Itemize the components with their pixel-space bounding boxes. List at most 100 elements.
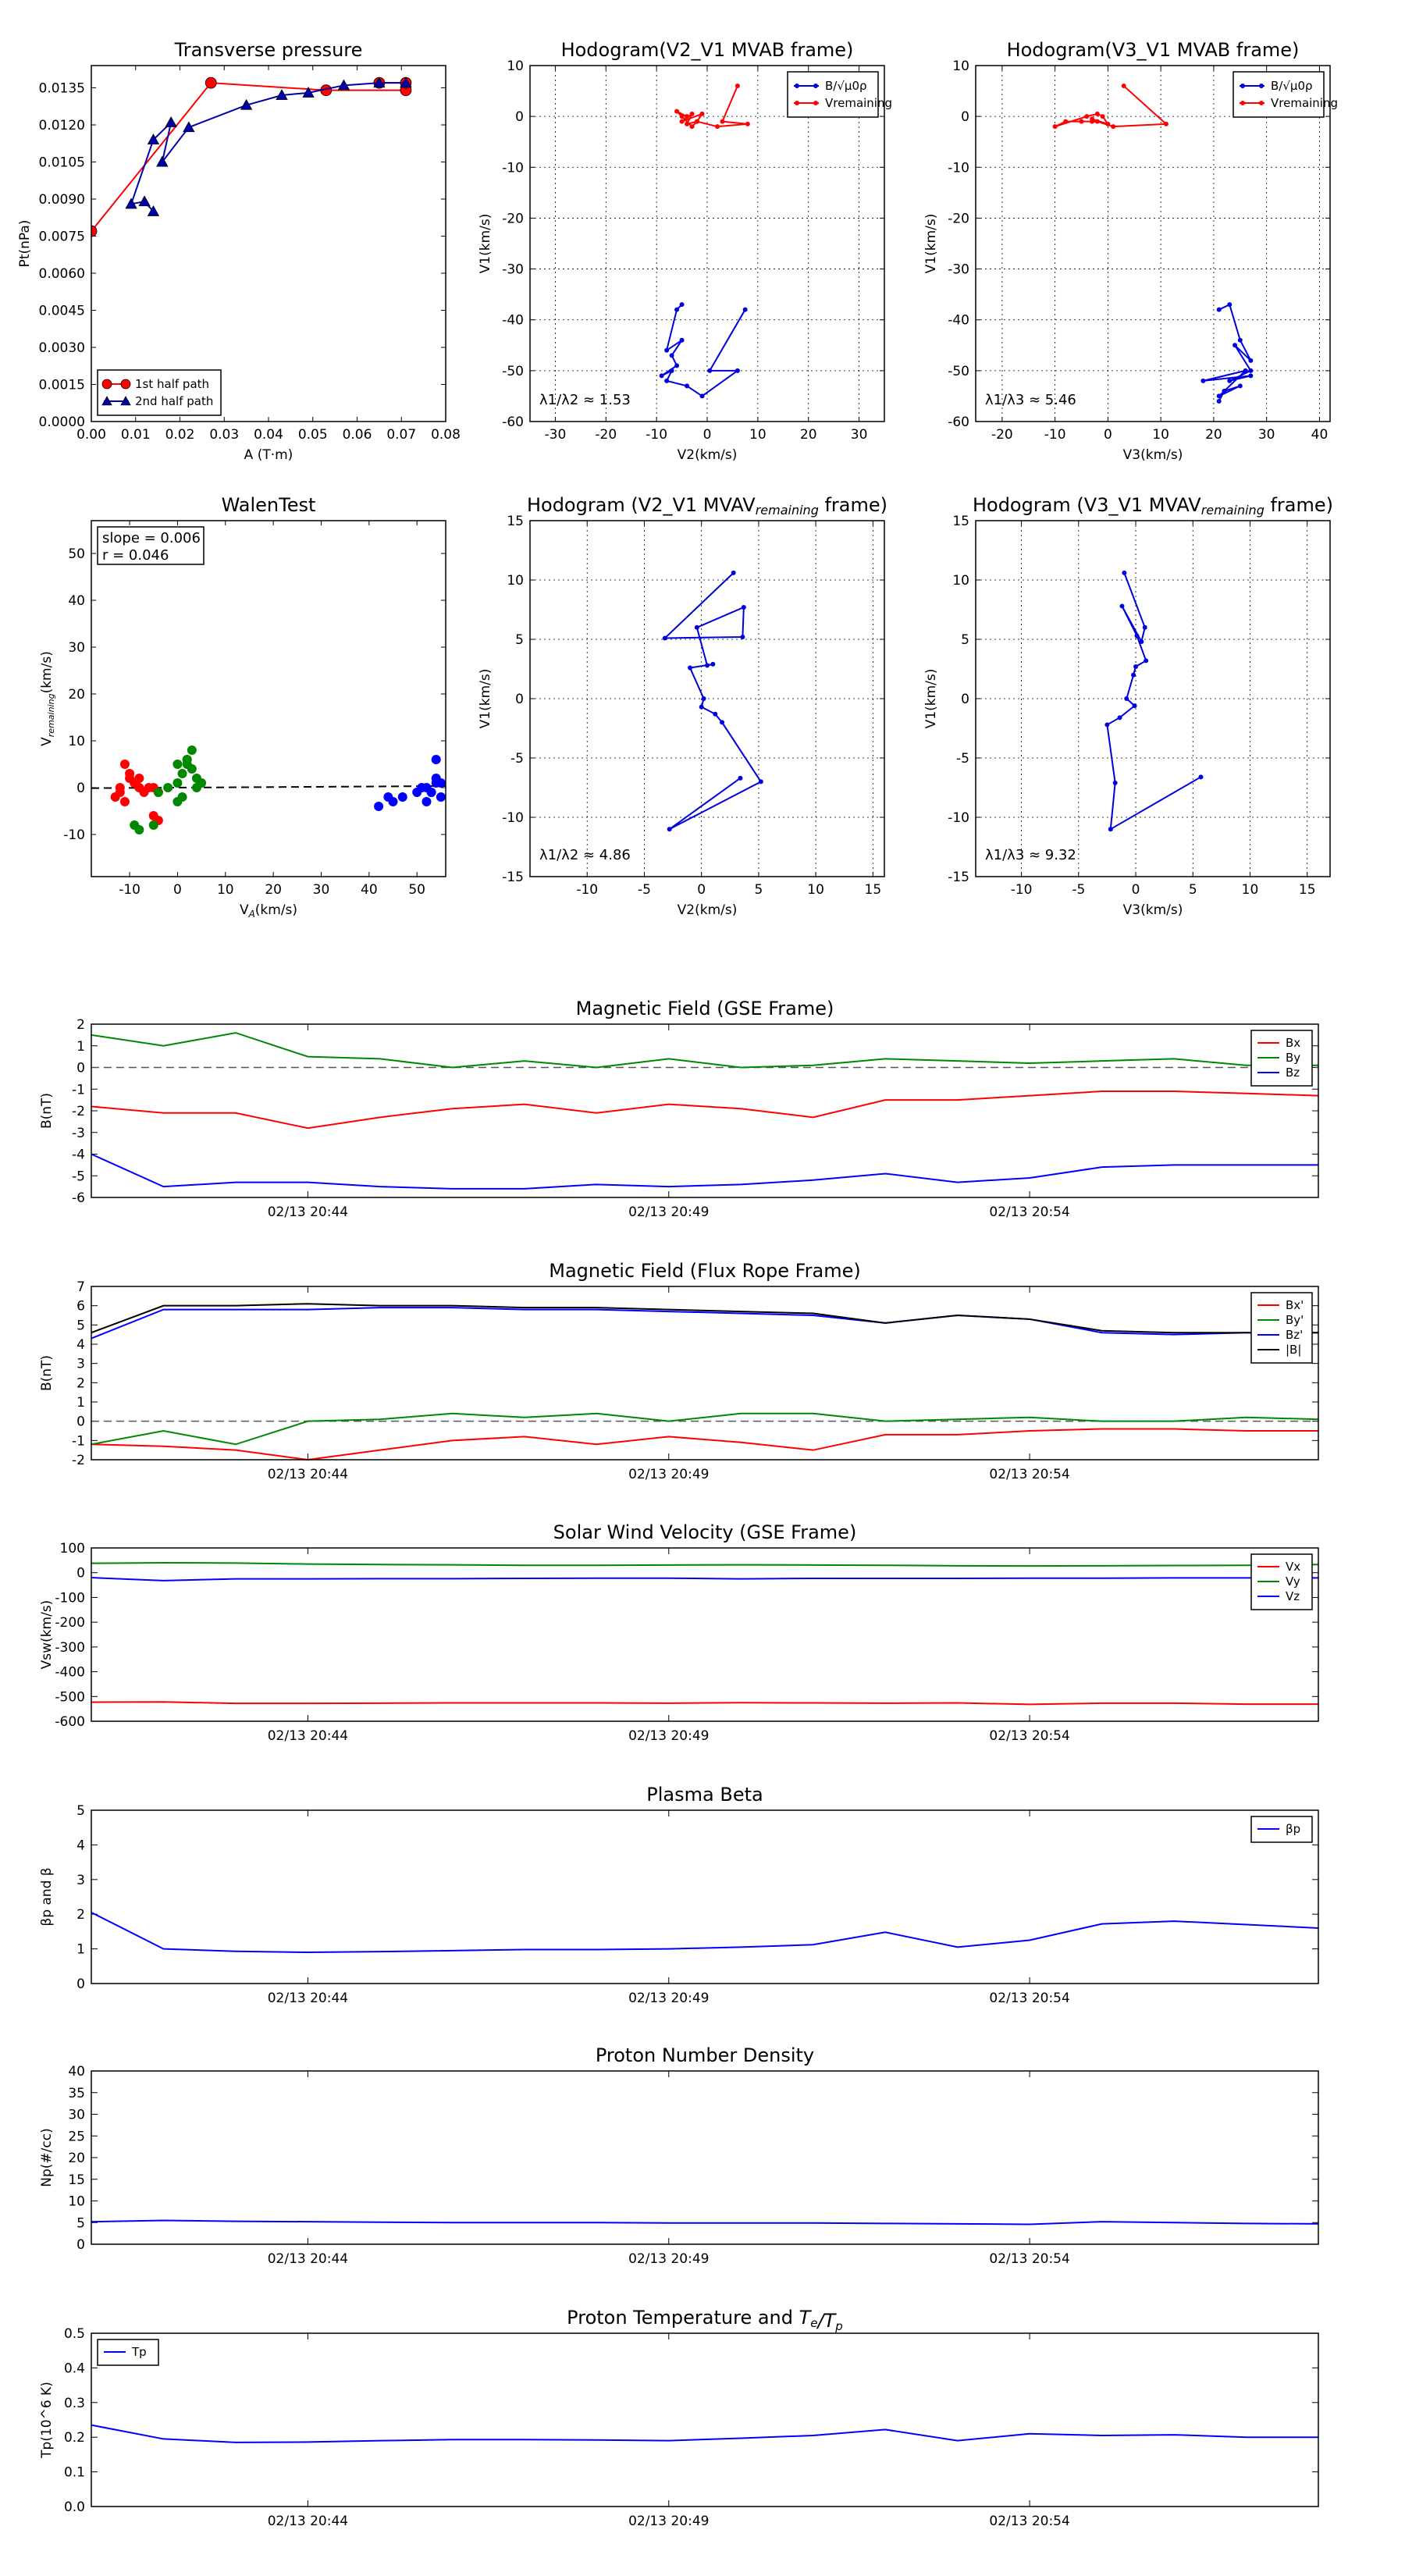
- data-point: [422, 783, 432, 792]
- x-tick-label: 15: [1299, 882, 1316, 898]
- data-point: [667, 827, 672, 832]
- fit-line: [91, 785, 446, 789]
- x-tick-label: 0.01: [121, 427, 151, 443]
- data-point: [337, 79, 350, 91]
- series-group: [659, 84, 750, 399]
- legend-label: Tp: [131, 2345, 147, 2359]
- y-tick-label: -2: [72, 1104, 85, 1119]
- legend-label: Bx: [1286, 1036, 1300, 1050]
- y-tick-label: -20: [502, 211, 524, 226]
- y-tick-label: -300: [55, 1640, 85, 1656]
- x-tick-label: 20: [800, 427, 817, 443]
- y-tick-label: -500: [55, 1689, 85, 1705]
- data-point: [659, 373, 664, 379]
- plot-frame: [975, 65, 1331, 422]
- legend-label: 1st half path: [135, 377, 209, 391]
- y-tick-label: 2: [76, 1375, 85, 1391]
- y-tick-label: 30: [68, 2108, 85, 2123]
- data-point: [664, 378, 670, 383]
- chart-h4: -10 -5 0 5 10 15 -15 -10 -5 0 5 10 15 Hodogram (V3_V1…: [923, 494, 1333, 918]
- x-tick-label: 0.00: [76, 427, 106, 443]
- y-tick-label: 3: [76, 1873, 85, 1888]
- x-tick-label: 10: [217, 882, 234, 898]
- y-tick-label: 10: [68, 734, 85, 749]
- data-point: [436, 792, 446, 802]
- x-tick-label: 0.08: [431, 427, 461, 443]
- x-tick-label: 02/13 20:44: [268, 1467, 348, 1482]
- y-tick-label: 0: [76, 1061, 85, 1076]
- legend-label: B/√μ0ρ: [1271, 79, 1313, 93]
- data-point: [738, 775, 743, 781]
- chart-title: Hodogram (V3_V1 MVAVremaining frame): [973, 494, 1333, 518]
- series-group: [662, 570, 763, 832]
- series-line-1: [130, 82, 406, 212]
- y-tick-label: 50: [68, 546, 85, 562]
- legend-label: Bz: [1286, 1066, 1300, 1080]
- legend-marker: [813, 101, 818, 105]
- x-tick-label: -10: [1044, 427, 1066, 443]
- x-tick-label: 0.04: [254, 427, 283, 443]
- legend-label: βp: [1286, 1822, 1300, 1836]
- x-tick-label: 15: [865, 882, 882, 898]
- legend-marker: [1240, 84, 1245, 88]
- data-point: [373, 76, 386, 88]
- data-point: [276, 89, 288, 100]
- data-point: [125, 769, 135, 778]
- data-point: [177, 769, 187, 778]
- data-point: [1063, 119, 1069, 124]
- x-axis-label: V2(km/s): [678, 902, 738, 918]
- x-tick-label: 20: [1205, 427, 1222, 443]
- y-tick-label: -1: [72, 1082, 85, 1098]
- x-tick-label: 02/13 20:49: [628, 2514, 709, 2529]
- y-tick-label: -6: [72, 1190, 85, 1206]
- y-tick-label: 0.4: [64, 2361, 85, 2376]
- data-point: [701, 696, 706, 701]
- y-tick-label: -4: [72, 1147, 85, 1163]
- y-tick-label: -200: [55, 1615, 85, 1631]
- legend-label: Vremaining: [825, 96, 892, 110]
- y-tick-label: 10: [507, 573, 524, 589]
- plot-frame: [91, 2070, 1319, 2245]
- y-tick-label: -60: [948, 415, 969, 430]
- y-axis-label: Vsw(km/s): [39, 1600, 55, 1670]
- data-point: [147, 133, 160, 145]
- data-point: [147, 205, 160, 216]
- y-axis-label: Vremaining(km/s): [39, 651, 56, 746]
- plot-frame: [91, 65, 446, 422]
- x-tick-label: 30: [313, 882, 330, 898]
- data-point: [669, 353, 674, 358]
- chart-title: Plasma Beta: [646, 1784, 763, 1806]
- series-group: [1104, 570, 1204, 832]
- data-point: [664, 347, 670, 353]
- series-line-0: [1106, 572, 1202, 831]
- x-tick-label: -10: [646, 427, 667, 443]
- y-tick-label: 15: [68, 2172, 85, 2188]
- y-tick-label: 10: [68, 2194, 85, 2210]
- data-point: [1139, 639, 1144, 645]
- chart-title: Proton Number Density: [596, 2044, 814, 2066]
- y-tick-label: 0: [76, 1414, 85, 1430]
- data-point: [125, 197, 137, 209]
- x-tick-label: -20: [595, 427, 617, 443]
- data-point: [1108, 827, 1113, 832]
- legend-label: Vy: [1286, 1574, 1300, 1589]
- data-point: [1216, 398, 1222, 404]
- data-point: [1144, 658, 1149, 664]
- legend-label: Bz': [1286, 1328, 1303, 1342]
- y-tick-label: 5: [76, 1803, 85, 1819]
- plot-frame: [529, 520, 885, 877]
- data-point: [679, 302, 685, 308]
- data-point: [1124, 696, 1129, 701]
- data-point: [1216, 393, 1222, 399]
- y-tick-label: 0.0090: [39, 192, 85, 208]
- y-tick-label: -400: [55, 1665, 85, 1681]
- chart-beta: 0 1 2 3 4 5 02/13 20:44 02/13 20:49 02/13 20:54 P…: [39, 1784, 1319, 2006]
- annotation-text: λ1/λ3 ≈ 9.32: [985, 847, 1076, 863]
- data-point: [183, 121, 195, 133]
- data-point: [731, 570, 736, 575]
- y-tick-label: -30: [502, 262, 524, 278]
- data-point: [1079, 119, 1084, 124]
- y-tick-label: 1: [76, 1395, 85, 1411]
- chart-title: Hodogram(V2_V1 MVAB frame): [561, 39, 854, 61]
